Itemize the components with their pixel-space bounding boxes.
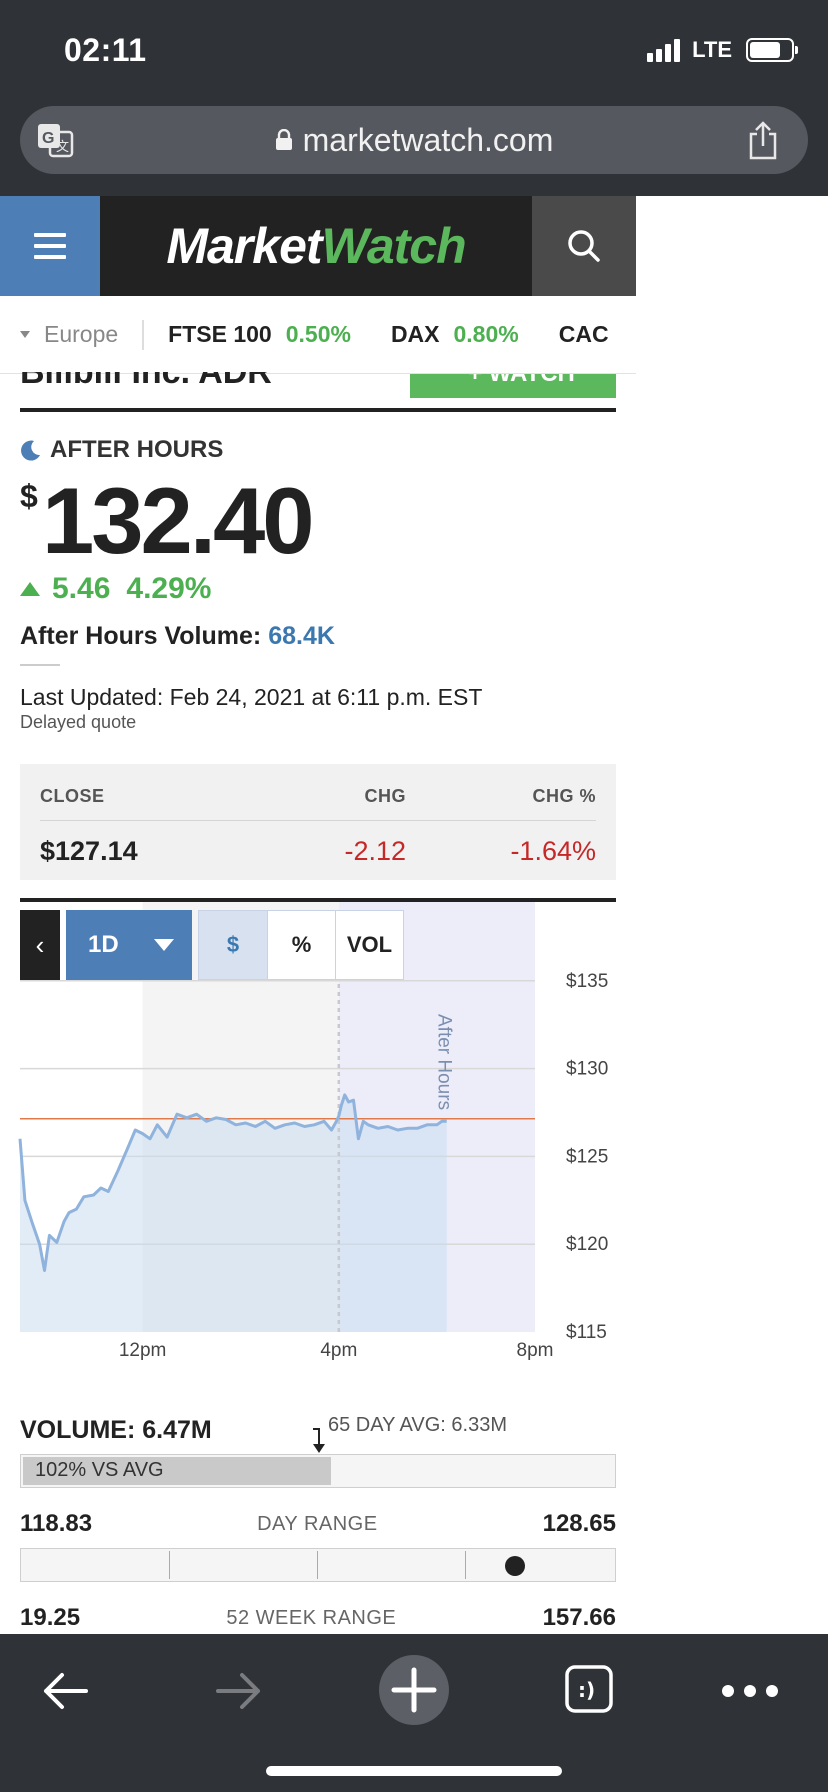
ticker-value: 0.80% [453, 321, 519, 347]
day-range-label: DAY RANGE [257, 1512, 378, 1535]
after-hours-label: After Hours [434, 1014, 455, 1110]
y-tick-label: $120 [566, 1234, 608, 1255]
price-change: 5.46 4.29% [20, 572, 211, 606]
y-tick-label: $125 [566, 1146, 608, 1167]
new-tab-icon[interactable] [378, 1654, 450, 1726]
network-type: LTE [692, 37, 732, 62]
change-percent: 4.29% [126, 572, 212, 605]
close-price: $127.14 [40, 836, 138, 866]
day-range-low: 118.83 [20, 1510, 93, 1537]
x-tick-label: 4pm [320, 1340, 357, 1361]
up-arrow-icon [20, 582, 40, 596]
battery-icon [746, 38, 798, 62]
page-margin [636, 196, 828, 1636]
volume-bar: 102% VS AVG [20, 1454, 616, 1488]
search-icon [568, 230, 600, 262]
watch-button[interactable]: + WATCH [410, 374, 616, 398]
divider [20, 664, 60, 666]
chart-mode-toggle: $ % VOL [198, 910, 404, 980]
price-chart[interactable]: After Hours $135 $130 $125 $120 $115 12pm 4pm 8p… [0, 902, 636, 1362]
ticker-name[interactable]: CAC [558, 321, 609, 347]
ticker-name[interactable]: FTSE 100 [168, 321, 272, 347]
volume-bar-fill [23, 1457, 331, 1485]
market-ticker[interactable]: Europe FTSE 100 0.50% DAX 0.80% CAC [0, 296, 636, 374]
chart-back-button[interactable]: ‹ [20, 910, 60, 980]
menu-button[interactable] [0, 196, 100, 296]
caret-down-icon [20, 331, 30, 338]
chart-controls: ‹ 1D $ % VOL [20, 910, 404, 980]
url-display[interactable]: marketwatch.com [20, 106, 808, 174]
price-line [18, 1093, 447, 1272]
divider [20, 408, 616, 412]
close-change: -2.12 [344, 836, 406, 866]
status-indicators: LTE [647, 36, 798, 64]
y-tick-label: $115 [566, 1322, 607, 1343]
close-change-pct: -1.64% [510, 836, 596, 866]
browser-toolbar: G 文 marketwatch.com [0, 98, 828, 196]
mode-volume-button[interactable]: VOL [335, 911, 403, 979]
currency-symbol: $ [20, 478, 38, 514]
share-icon[interactable] [746, 120, 780, 160]
range-dropdown[interactable]: 1D [66, 910, 192, 980]
avg-volume-label: 65 DAY AVG: 6.33M [328, 1414, 507, 1436]
delayed-note: Delayed quote [20, 712, 137, 732]
avg-marker-icon [313, 1428, 325, 1453]
address-bar[interactable]: G 文 marketwatch.com [20, 106, 808, 174]
close-table-row: $127.14 -2.12 -1.64% [40, 836, 596, 867]
session-label: AFTER HOURS [20, 436, 223, 464]
region-selector[interactable]: Europe [0, 319, 145, 350]
status-time: 02:11 [64, 32, 147, 68]
svg-text::): :) [578, 1678, 595, 1702]
close-table-header: CLOSE CHG CHG % [40, 786, 596, 806]
y-tick-label: $130 [566, 1059, 608, 1080]
change-value: 5.46 [52, 572, 111, 605]
week52-range-row: 19.25 52 WEEK RANGE 157.66 [20, 1604, 616, 1632]
close-table: CLOSE CHG CHG % $127.14 -2.12 -1.64% [20, 764, 616, 880]
day-range-row: 118.83 DAY RANGE 128.65 [20, 1510, 616, 1538]
day-range-high: 128.65 [542, 1510, 616, 1537]
mode-percent-button[interactable]: % [267, 911, 335, 979]
ticker-value: 0.50% [285, 321, 351, 347]
week52-high: 157.66 [542, 1604, 616, 1631]
after-hours-volume: After Hours Volume: 68.4K [20, 622, 335, 650]
status-bar: 02:11 LTE [0, 0, 828, 98]
hamburger-icon [34, 233, 66, 237]
url-text: marketwatch.com [302, 121, 554, 158]
volume-label: VOLUME: 6.47M [20, 1416, 212, 1444]
divider [20, 898, 616, 902]
more-options-icon[interactable] [720, 1676, 780, 1706]
x-tick-label: 12pm [119, 1340, 167, 1361]
week52-low: 19.25 [20, 1604, 81, 1631]
last-price: 132.40 [42, 468, 315, 573]
y-tick-label: $135 [566, 971, 608, 992]
back-arrow-icon[interactable] [38, 1664, 92, 1718]
tabs-icon[interactable]: :) [564, 1664, 614, 1714]
week52-label: 52 WEEK RANGE [226, 1606, 397, 1629]
lock-icon [275, 129, 292, 150]
forward-arrow-icon[interactable] [212, 1664, 266, 1718]
browser-bottom-toolbar: :) [0, 1634, 828, 1792]
day-range-bar [20, 1548, 616, 1582]
svg-text:文: 文 [56, 140, 69, 155]
translate-icon[interactable]: G 文 [36, 120, 76, 160]
signal-icon [647, 38, 681, 62]
ticker-name[interactable]: DAX [390, 321, 440, 347]
home-indicator[interactable] [266, 1766, 562, 1776]
last-updated: Last Updated: Feb 24, 2021 at 6:11 p.m. … [20, 684, 483, 710]
x-tick-label: 8pm [517, 1340, 554, 1361]
company-name: Bilibili Inc. ADR [20, 372, 272, 386]
site-logo[interactable]: Market Watch [166, 218, 466, 274]
svg-text:G: G [42, 130, 54, 147]
mode-dollar-button[interactable]: $ [199, 911, 267, 979]
search-button[interactable] [532, 196, 636, 296]
volume-vs-avg: 102% VS AVG [35, 1459, 164, 1481]
moon-icon [21, 440, 40, 461]
site-header: Market Watch [0, 196, 636, 296]
day-range-marker [505, 1556, 525, 1576]
caret-down-icon [154, 939, 174, 951]
